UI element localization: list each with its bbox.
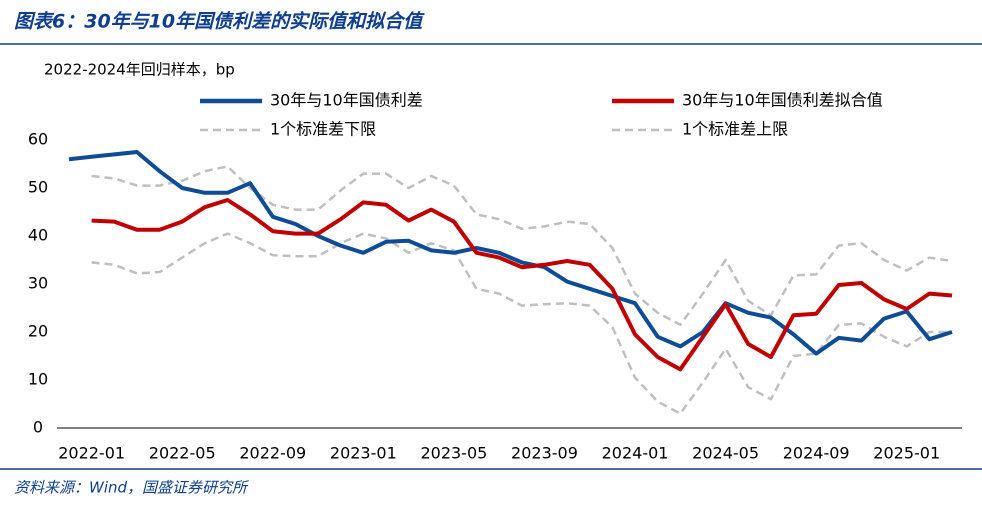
legend-label: 1个标准差下限 — [270, 120, 376, 139]
x-tick-label: 2023-09 — [511, 444, 578, 463]
series-line — [91, 198, 953, 372]
series-line — [91, 165, 953, 327]
legend-label: 30年与10年国债利差 — [270, 91, 423, 110]
x-tick-label: 2023-05 — [420, 444, 487, 463]
legend-label: 30年与10年国债利差拟合值 — [682, 91, 883, 110]
y-tick-label: 50 — [28, 178, 48, 197]
source: 资料来源：Wind，国盛证券研究所 — [14, 479, 249, 497]
x-tick-label: 2024-01 — [602, 444, 669, 463]
chart-title: 图表6：30年与10年国债利差的实际值和拟合值 — [14, 11, 425, 33]
y-tick-label: 40 — [28, 226, 48, 245]
x-tick-label: 2024-05 — [692, 444, 759, 463]
y-tick-label: 30 — [28, 274, 48, 293]
series-line — [91, 232, 952, 415]
y-tick-label: 60 — [28, 130, 48, 149]
y-tick-label: 0 — [33, 418, 43, 437]
x-tick-label: 2025-01 — [873, 444, 940, 463]
x-tick-label: 2023-01 — [330, 444, 397, 463]
x-tick-label: 2022-01 — [58, 444, 125, 463]
y-tick-label: 10 — [28, 370, 48, 389]
x-tick-label: 2024-09 — [783, 444, 850, 463]
legend-label: 1个标准差上限 — [682, 120, 788, 139]
y-tick-label: 20 — [28, 322, 48, 341]
series-line — [68, 150, 953, 356]
x-tick-label: 2022-05 — [149, 444, 216, 463]
x-tick-label: 2022-09 — [239, 444, 306, 463]
chart-subtitle: 2022-2024年回归样本，bp — [44, 61, 235, 79]
